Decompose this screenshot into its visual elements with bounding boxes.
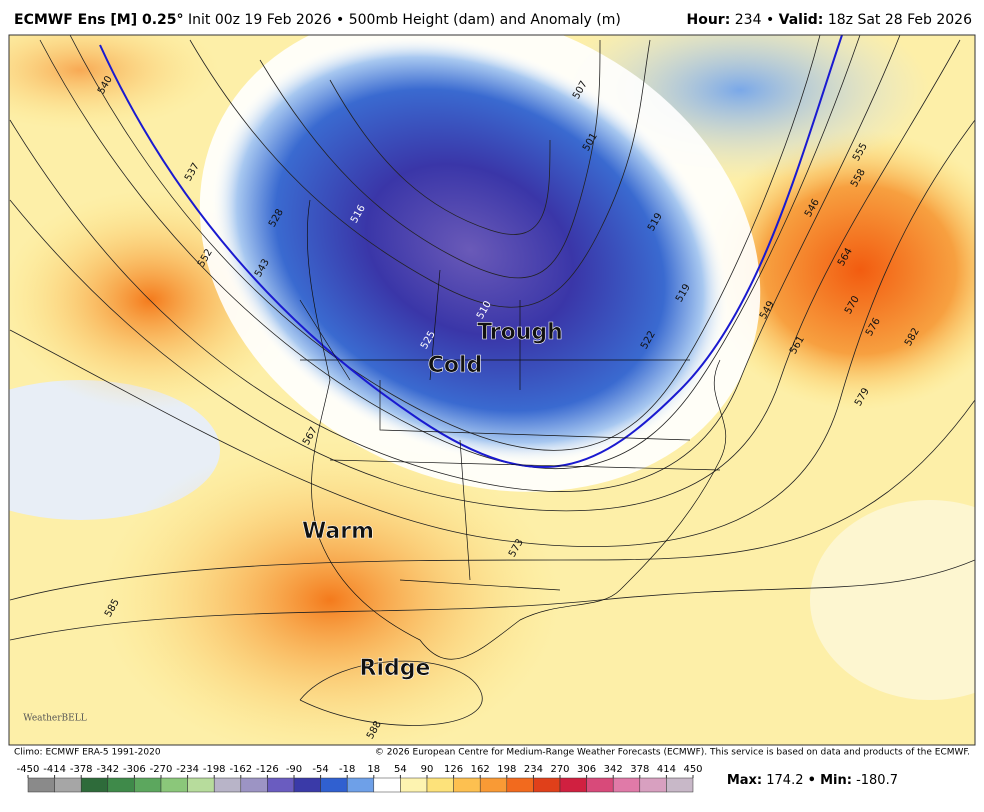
title-rest: Init 00z 19 Feb 2026 • 500mb Height (dam… bbox=[188, 12, 621, 28]
colorbar-tick-label: 270 bbox=[550, 764, 569, 775]
colorbar-tick-label: 126 bbox=[444, 764, 463, 775]
annotation: Cold bbox=[428, 353, 483, 378]
title: ECMWF Ens [M] 0.25° Init 00z 19 Feb 2026… bbox=[14, 12, 621, 28]
colorbar-swatch bbox=[426, 777, 454, 793]
colorbar-tick-label: -342 bbox=[96, 764, 119, 775]
colorbar-tick-label: -378 bbox=[70, 764, 93, 775]
colorbar-tick-label: 90 bbox=[421, 764, 434, 775]
colorbar-tick-label: -54 bbox=[312, 764, 328, 775]
colorbar-tick-label: 306 bbox=[577, 764, 596, 775]
colorbar-tick-label: 378 bbox=[630, 764, 649, 775]
colorbar-tick-label: 234 bbox=[524, 764, 543, 775]
colorbar-tick-label: -90 bbox=[286, 764, 302, 775]
title-bold: ECMWF Ens [M] 0.25° bbox=[14, 12, 184, 28]
colorbar-swatch bbox=[320, 777, 348, 793]
colorbar-swatch bbox=[479, 777, 508, 793]
colorbar-tick-label: -162 bbox=[229, 764, 252, 775]
colorbar-swatch bbox=[559, 777, 587, 793]
map-frame bbox=[8, 34, 976, 746]
colorbar-tick-label: -450 bbox=[17, 764, 40, 775]
copyright: © 2026 European Centre for Medium-Range … bbox=[375, 748, 970, 758]
colorbar-tick-label: -234 bbox=[176, 764, 199, 775]
valid-time: Hour: 234 • Valid: 18z Sat 28 Feb 2026 bbox=[687, 12, 973, 28]
colorbar-tick-label: 18 bbox=[367, 764, 380, 775]
min-label: Min: bbox=[820, 773, 852, 788]
colorbar-swatch bbox=[639, 777, 667, 793]
colorbar-swatch bbox=[134, 777, 162, 793]
colorbar-swatch bbox=[346, 777, 375, 793]
colorbar-tick-label: -306 bbox=[123, 764, 146, 775]
colorbar-swatch bbox=[80, 777, 109, 793]
hour-label: Hour: bbox=[687, 12, 731, 28]
colorbar-swatch bbox=[160, 777, 188, 793]
colorbar-tick-label: -18 bbox=[339, 764, 355, 775]
hour: 234 • bbox=[735, 12, 774, 28]
colorbar-swatch bbox=[213, 777, 242, 793]
colorbar-swatch bbox=[107, 777, 135, 793]
colorbar-tick-label: -126 bbox=[256, 764, 279, 775]
annotation: Warm bbox=[302, 519, 374, 544]
colorbar-tick-label: 450 bbox=[683, 764, 702, 775]
climo: Climo: ECMWF ERA-5 1991-2020 bbox=[14, 748, 161, 758]
logo: WeatherBELL bbox=[23, 714, 86, 724]
colorbar-swatch bbox=[586, 777, 614, 793]
colorbar-swatch bbox=[373, 777, 401, 793]
colorbar-swatch bbox=[533, 777, 561, 793]
colorbar-tick-label: -198 bbox=[203, 764, 226, 775]
valid: 18z Sat 28 Feb 2026 bbox=[828, 12, 972, 28]
stats: Max: 174.2 • Min: -180.7 bbox=[727, 773, 898, 788]
colorbar-tick-label: 54 bbox=[394, 764, 407, 775]
colorbar-swatch bbox=[267, 777, 295, 793]
map bbox=[9, 35, 975, 745]
colorbar-swatch bbox=[54, 777, 82, 793]
colorbar-swatch bbox=[612, 777, 641, 793]
colorbar-swatch bbox=[453, 777, 481, 793]
colorbar-tick-label: 342 bbox=[604, 764, 623, 775]
annotation: Ridge bbox=[360, 656, 431, 681]
colorbar-swatch bbox=[187, 777, 215, 793]
min: -180.7 bbox=[856, 773, 898, 788]
max-label: Max: bbox=[727, 773, 762, 788]
colorbar-swatch bbox=[400, 777, 428, 793]
colorbar-tick-label: -270 bbox=[150, 764, 173, 775]
colorbar-tick-label: 162 bbox=[471, 764, 490, 775]
colorbar-tick-label: 198 bbox=[497, 764, 516, 775]
valid-label: Valid: bbox=[779, 12, 824, 28]
sep: • bbox=[808, 773, 816, 788]
colorbar-swatch bbox=[666, 777, 694, 793]
max: 174.2 bbox=[766, 773, 803, 788]
colorbar-swatch bbox=[293, 777, 321, 793]
colorbar-swatch bbox=[27, 777, 55, 793]
colorbar-tick-label: -414 bbox=[43, 764, 66, 775]
annotation: Trough bbox=[477, 320, 563, 345]
colorbar-swatch bbox=[506, 777, 534, 793]
colorbar-swatch bbox=[240, 777, 268, 793]
colorbar-tick-label: 414 bbox=[657, 764, 676, 775]
